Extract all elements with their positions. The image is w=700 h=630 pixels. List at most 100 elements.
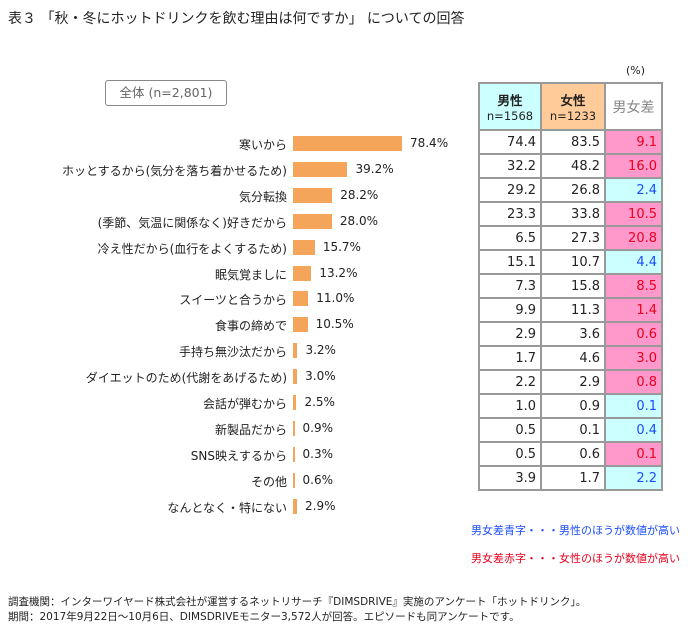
cell-male: 2.2	[478, 369, 542, 395]
cell-diff: 2.4	[604, 177, 663, 203]
table-row: 29.2 26.8 2.4	[478, 177, 663, 203]
table-row: 7.3 15.8 8.5	[478, 273, 663, 299]
note-blue: 男女差青字・・・男性のほうが数値が高い	[471, 524, 680, 537]
cell-female: 10.7	[540, 249, 606, 275]
table-row: 32.2 48.2 16.0	[478, 153, 663, 179]
bar	[293, 291, 309, 307]
cell-female: 48.2	[540, 153, 606, 179]
table-row: 1.0 0.9 0.1	[478, 393, 663, 419]
header-male: 男性 n=1568	[478, 82, 542, 131]
data-label: 0.3%	[302, 446, 334, 461]
category-label: SNS映えするから	[190, 448, 287, 463]
data-label: 78.4%	[409, 136, 449, 150]
cell-male: 2.9	[478, 321, 542, 347]
cell-male: 1.0	[478, 393, 542, 419]
cell-diff: 9.1	[604, 129, 663, 155]
bar	[293, 446, 295, 462]
cell-female: 0.6	[540, 441, 606, 467]
data-label: 0.6%	[302, 472, 334, 487]
cell-male: 3.9	[478, 465, 542, 491]
cell-diff: 0.6	[604, 321, 663, 347]
data-label: 2.5%	[304, 395, 335, 409]
table-row: 74.4 83.5 9.1	[478, 129, 663, 155]
category-label: その他	[250, 474, 287, 489]
cell-male: 0.5	[478, 441, 542, 467]
data-label: 28.2%	[340, 187, 379, 202]
bar	[293, 187, 333, 203]
cell-female: 0.1	[540, 417, 606, 443]
data-label: 11.0%	[316, 291, 355, 306]
category-label: 冷え性だから(血行をよくするため)	[97, 241, 287, 256]
cell-female: 11.3	[540, 297, 606, 323]
cell-diff: 10.5	[604, 201, 663, 227]
table-row: 0.5 0.6 0.1	[478, 441, 663, 467]
footer-line: 期間：2017年9月22日～10月6日、DIMSDRIVEモニター3,572人が…	[8, 611, 520, 623]
cell-male: 7.3	[478, 273, 542, 299]
cell-male: 32.2	[478, 153, 542, 179]
table-row: 15.1 10.7 4.4	[478, 249, 663, 275]
category-label: 寒いから	[238, 138, 287, 152]
table-row: 9.9 11.3 1.4	[478, 297, 663, 323]
data-label: 0.9%	[302, 420, 334, 435]
category-label: ダイエットのため(代謝をあげるため)	[85, 371, 287, 386]
cell-female: 0.9	[540, 393, 606, 419]
cell-diff: 0.1	[604, 441, 663, 467]
note-red: 男女差赤字・・・女性のほうが数値が高い	[471, 552, 680, 565]
bar	[293, 343, 298, 359]
table-row: 1.7 4.6 3.0	[478, 345, 663, 371]
gender-table: 男性 n=1568 女性 n=1233 男女差 74.4 83.5 9.1 32.2 48.…	[478, 82, 663, 491]
cell-female: 1.7	[540, 465, 606, 491]
cell-female: 3.6	[540, 321, 606, 347]
cell-male: 23.3	[478, 201, 542, 227]
cell-male: 15.1	[478, 249, 542, 275]
category-label: (季節、気温に関係なく)好きだから	[97, 215, 287, 230]
data-label: 3.0%	[305, 369, 336, 384]
bar	[293, 136, 402, 151]
bar	[293, 317, 308, 333]
cell-diff: 0.8	[604, 369, 663, 395]
cell-female: 26.8	[540, 177, 606, 203]
cell-male: 9.9	[478, 297, 542, 323]
cell-female: 4.6	[540, 345, 606, 371]
data-label: 28.0%	[339, 213, 379, 228]
data-label: 3.2%	[305, 343, 336, 358]
cell-male: 74.4	[478, 129, 542, 155]
cell-male: 0.5	[478, 417, 542, 443]
cell-diff: 1.4	[604, 297, 663, 323]
bar	[293, 213, 332, 229]
cell-diff: 2.2	[604, 465, 663, 491]
cell-diff: 16.0	[604, 153, 663, 179]
cell-diff: 8.5	[604, 273, 663, 299]
category-label: 会話が弾むから	[202, 397, 287, 411]
cell-male: 29.2	[478, 177, 542, 203]
table-row: 23.3 33.8 10.5	[478, 201, 663, 227]
header-female: 女性 n=1233	[540, 82, 606, 131]
cell-female: 27.3	[540, 225, 606, 251]
cell-male: 1.7	[478, 345, 542, 371]
category-label: 食事の締めで	[214, 319, 287, 334]
data-label: 39.2%	[355, 161, 394, 176]
table-row: 2.9 3.6 0.6	[478, 321, 663, 347]
cell-diff: 0.1	[604, 393, 663, 419]
bar	[293, 395, 297, 410]
bar	[293, 498, 298, 514]
table-row: 6.5 27.3 20.8	[478, 225, 663, 251]
category-label: なんとなく・特にない	[167, 500, 287, 515]
table-row: 0.5 0.1 0.4	[478, 417, 663, 443]
category-label: 手持ち無沙汰だから	[178, 345, 287, 360]
bar	[293, 420, 295, 436]
cell-female: 83.5	[540, 129, 606, 155]
unit-label: (%)	[626, 64, 646, 77]
category-label: 眠気覚ましに	[214, 267, 287, 282]
cell-female: 2.9	[540, 369, 606, 395]
cell-female: 15.8	[540, 273, 606, 299]
bar	[293, 472, 295, 488]
cell-diff: 0.4	[604, 417, 663, 443]
data-label: 2.9%	[305, 498, 336, 513]
data-label: 15.7%	[322, 239, 361, 254]
category-label: ホッとするから(気分を落ち着かせるため)	[61, 163, 287, 178]
cell-female: 33.8	[540, 201, 606, 227]
bar	[293, 239, 315, 255]
data-label: 10.5%	[315, 317, 354, 332]
